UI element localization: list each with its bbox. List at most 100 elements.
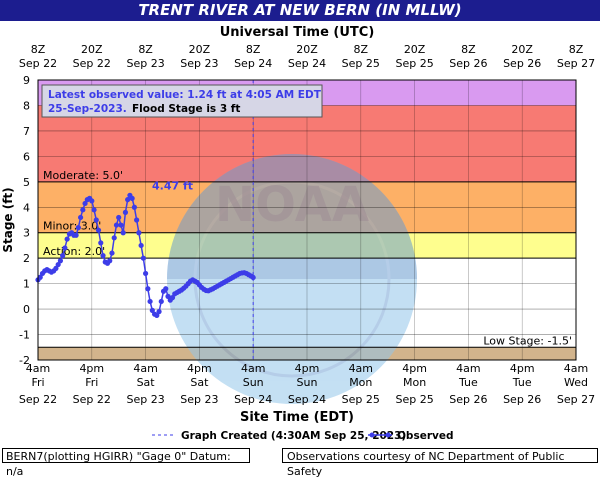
watermark-upper-half (167, 154, 417, 279)
x-bottom-tick-line2: Wed (564, 376, 588, 389)
x-bottom-tick-line1: 4pm (187, 362, 212, 375)
observed-point (118, 222, 124, 228)
info-box-date: 25-Sep-2023. (48, 103, 127, 115)
observed-point (143, 270, 149, 277)
x-bottom-tick-line1: 4pm (79, 362, 104, 375)
peak-annotation: 4.47 ft (152, 179, 193, 192)
x-top-tick-line1: 8Z (461, 43, 476, 56)
x-bottom-tick-line3: Sep 24 (234, 393, 272, 406)
observed-point (149, 307, 155, 313)
observed-point (64, 236, 70, 242)
x-bottom-tick-line2: Sun (243, 376, 264, 389)
y-tick-label: 5 (23, 176, 30, 189)
x-bottom-tick-line2: Mon (349, 376, 372, 389)
legend-observed-dot-2 (385, 432, 391, 438)
observed-point (147, 298, 153, 305)
x-bottom-tick-line1: 4am (349, 362, 373, 375)
observed-point (131, 204, 137, 210)
bottom-axis-title: Site Time (EDT) (240, 410, 354, 425)
observed-point (89, 198, 95, 204)
x-bottom-tick-line3: Sep 27 (557, 393, 595, 406)
x-top-tick-line2: Sep 25 (342, 57, 380, 70)
x-top-tick-line1: 8Z (138, 43, 153, 56)
x-bottom-tick-line3: Sep 25 (342, 393, 380, 406)
legend-observed-label: Observed (397, 430, 453, 442)
y-tick-label: 7 (23, 125, 30, 138)
y-tick-label: 2 (23, 252, 30, 265)
x-top-tick-line1: 20Z (296, 43, 318, 56)
y-tick-label: 3 (23, 227, 30, 240)
x-bottom-tick-line3: Sep 22 (19, 393, 57, 406)
y-tick-label: 4 (23, 201, 30, 214)
x-bottom-tick-line2: Sat (190, 376, 209, 389)
x-top-tick-line1: 8Z (31, 43, 46, 56)
x-bottom-tick-line2: Tue (458, 376, 478, 389)
observed-point (57, 258, 64, 264)
observed-point (109, 250, 115, 256)
x-bottom-tick-line1: 4am (26, 362, 50, 375)
gage-datum-note: BERN7(plotting HGIRR) "Gage 0" Datum: n/… (2, 448, 250, 478)
info-box-line1: Latest observed value: 1.24 ft at 4:05 A… (48, 89, 322, 101)
observed-point (73, 232, 79, 238)
plot-frame (37, 79, 577, 361)
y-axis-title: Stage (ft) (1, 187, 15, 252)
x-bottom-tick-line3: Sep 26 (503, 393, 541, 406)
x-bottom-tick-line2: Tue (512, 376, 532, 389)
x-top-tick-line2: Sep 22 (19, 57, 57, 70)
x-top-tick-line1: 20Z (511, 43, 533, 56)
x-bottom-tick-line2: Fri (31, 376, 44, 389)
y-tick-label: 0 (23, 303, 30, 316)
x-top-tick-line2: Sep 22 (73, 57, 111, 70)
stage-label: Minor: 3.0' (43, 220, 101, 233)
watermark-disc (167, 154, 417, 404)
observed-point (100, 253, 106, 259)
observed-point (113, 222, 120, 228)
observed-point (125, 197, 131, 203)
x-bottom-tick-line2: Fri (85, 376, 98, 389)
x-bottom-tick-line3: Sep 26 (449, 393, 487, 406)
observed-point (55, 261, 61, 268)
observed-point (93, 217, 99, 223)
observations-credit: Observations courtesy of NC Department o… (282, 448, 598, 478)
x-bottom-tick-line1: 4pm (510, 362, 535, 375)
y-tick-label: -2 (19, 354, 30, 367)
observed-point (82, 200, 88, 207)
observed-point (154, 312, 160, 319)
x-bottom-tick-line1: 4am (133, 362, 157, 375)
x-bottom-tick-line1: 4am (564, 362, 588, 375)
observed-point (98, 240, 104, 246)
x-top-tick-line2: Sep 23 (126, 57, 164, 70)
flood-stage-labels: Moderate: 5.0' Minor: 3.0' Action: 2.0' Low… (43, 169, 572, 347)
x-top-tick-line2: Sep 27 (557, 57, 595, 70)
info-box-frame (41, 84, 323, 118)
x-bottom-tick-line3: Sep 25 (395, 393, 433, 406)
observed-point (165, 293, 171, 299)
x-bottom-tick-line1: 4pm (402, 362, 427, 375)
x-bottom-tick-line3: Sep 23 (180, 393, 218, 406)
x-bottom-tick-line2: Sat (137, 376, 156, 389)
x-top-tick-line1: 8Z (354, 43, 369, 56)
observed-point (163, 286, 169, 292)
x-top-tick-line2: Sep 25 (395, 57, 433, 70)
observed-point (77, 214, 84, 221)
observed-point (129, 195, 135, 201)
y-tick-label: 8 (23, 99, 30, 112)
observed-point (136, 230, 142, 236)
y-axis-tick-labels: -2 -1 0 1 2 3 4 5 6 7 8 9 (19, 74, 30, 367)
x-top-tick-line2: Sep 24 (234, 57, 272, 70)
noaa-watermark: NOAA (167, 154, 417, 404)
stage-label: Low Stage: -1.5' (483, 334, 572, 347)
x-top-tick-line2: Sep 26 (449, 57, 487, 70)
observed-point (120, 230, 126, 236)
chart-title: TRENT RIVER AT NEW BERN (IN MLLW) (0, 0, 600, 21)
x-top-tick-line1: 20Z (81, 43, 103, 56)
y-tick-label: 6 (23, 150, 30, 163)
observed-point (62, 245, 68, 251)
observed-point (91, 207, 97, 213)
y-tick-label: 1 (23, 278, 30, 291)
legend-created-label: Graph Created (4:30AM Sep 25, 2023) (181, 430, 406, 442)
x-bottom-tick-line1: 4pm (295, 362, 320, 375)
y-tick-label: -1 (19, 329, 30, 342)
x-bottom-tick-line1: 4am (241, 362, 265, 375)
